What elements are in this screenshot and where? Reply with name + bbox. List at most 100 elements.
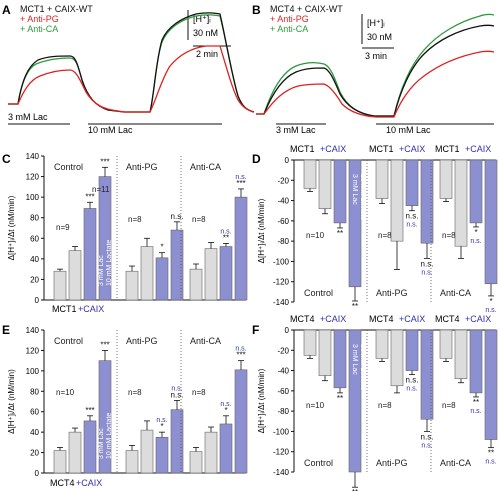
scale-y-label: [H⁺]ᵢ [193,14,211,24]
legend-line-2: + Anti-PG [270,14,309,24]
y-tick-label: 60 [30,408,39,417]
bar [375,329,389,359]
bar [234,369,248,474]
legend-line-2: + Anti-PG [20,14,59,24]
y-axis-label: Δ[H⁺]ᵢ/Δt (nM/min) [257,198,266,263]
significance-mark: *** [100,340,109,349]
group-label: Anti-CA [440,458,471,468]
bar [375,159,389,199]
n-label: n=8 [378,401,392,410]
top-label-caix-2: +CAIX [399,144,425,154]
bar [439,159,453,199]
bar [484,159,498,285]
lac-label-2: 10 mM Lac [88,125,133,135]
lac-label-1: 3 mM Lac [8,112,48,122]
in-bar-label: 3 mM Lac [98,428,105,459]
bar [140,429,154,474]
bar [469,159,483,224]
y-tick-label: -40 [277,367,289,376]
bar [303,159,317,189]
trace-black [256,24,495,117]
group-label: Control [54,336,83,346]
significance-mark-blue: n.s. [235,174,246,181]
bar [303,329,317,356]
top-label-mct-1: MCT1 [290,144,315,154]
significance-mark: ** [473,398,479,407]
panel-e: E 0 20 40 60 80 100 120 140 Δ[H⁺]ᵢ/Δt (nM/min) Co… [2,323,248,488]
significance-mark-blue: n.s. [485,307,496,314]
significance-mark: * [160,422,163,431]
n-label: n=8 [192,388,206,397]
y-tick-label: 80 [30,387,39,396]
bar-chart-c: 0 20 40 60 80 100 120 140 Δ[H⁺]ᵢ/Δt (nM/min) Cont… [7,152,248,305]
x-label-caix: +CAIX [76,478,102,488]
group-label: Anti-CA [190,162,221,172]
bar [68,431,82,474]
panel-b: B MCT4 + CAIX-WT + Anti-PG + Anti-CA [H⁺… [252,3,495,135]
n-label: n=9 [56,223,70,232]
significance-mark-blue: n.s. [470,238,481,245]
y-tick-label: -40 [277,197,289,206]
group-label: Control [304,458,333,468]
y-axis-label: Δ[H⁺]ᵢ/Δt (nM/min) [7,369,16,434]
significance-mark: * [474,228,477,237]
y-axis-label: Δ[H⁺]ᵢ/Δt (nM/min) [7,195,16,260]
significance-mark: ** [337,394,343,403]
panel-letter-a: A [2,3,11,17]
bar [390,329,404,387]
in-bar-label: 10 mM Lactate [359,344,366,390]
bar [125,270,139,301]
bar-chart-f: 0 -20 -40 -60 -80 -100 -120 -140 Δ[H⁺]ᵢ/Δt (nM/m… [257,326,498,491]
significance-mark: ** [352,302,358,311]
panel-letter-f: F [252,323,259,337]
bar-chart-e: 0 20 40 60 80 100 120 140 Δ[H⁺]ᵢ/Δt (nM/min) Cont… [7,326,248,478]
top-label-caix-2: +CAIX [399,314,425,324]
significance-mark: *** [85,406,94,415]
significance-mark-blue: n.s. [220,228,231,235]
y-tick-label: -120 [273,278,290,287]
significance-mark-blue: n.s. [421,442,432,449]
significance-mark-blue: n.s. [171,385,182,392]
in-bar-label: 3 mM Lac [98,255,105,286]
group-label: Anti-PG [376,458,408,468]
group-label: Anti-CA [440,288,471,298]
y-tick-label: 60 [30,234,39,243]
group-label: Anti-CA [190,336,221,346]
bar [83,420,97,474]
panel-letter-e: E [2,323,10,337]
n-label: n=10 [306,401,325,410]
bar [83,208,97,301]
y-tick-label: -20 [277,346,289,355]
bar [454,159,468,247]
group-label: Control [304,288,333,298]
scale-y-label: [H⁺]ᵢ [367,18,385,28]
trace-red [256,50,495,118]
top-label-mct-2: MCT4 [369,314,394,324]
bar [318,159,332,209]
bar [405,159,419,206]
y-tick-label: -20 [277,176,289,185]
in-bar-label: 10 mM Lactate [359,174,366,220]
y-tick-label: 100 [26,193,40,202]
bar [155,257,169,301]
y-axis-label: Δ[H⁺]ᵢ/Δt (nM/min) [257,368,266,433]
significance-mark: n.s. [421,432,434,441]
bar [234,196,248,301]
significance-mark-blue: n.s. [220,401,231,408]
bar-chart-d: 0 -20 -40 -60 -80 -100 -120 -140 Δ[H⁺]ᵢ/Δt (nM/m… [257,156,498,314]
significance-mark-blue: n.s. [470,408,481,415]
panel-c: C 0 20 40 60 80 100 120 140 Δ[H⁺]ᵢ/Δt (nM/min) Co… [2,152,248,314]
significance-mark: *** [236,179,245,188]
n-label: n=11 [92,185,110,194]
y-tick-label: 20 [30,275,39,284]
group-label: Anti-PG [126,162,158,172]
y-tick-label: -120 [273,448,290,457]
panel-f: F 0 -20 -40 -60 -80 -100 -120 -140 Δ[H⁺]ᵢ/Δt (nM… [252,314,498,491]
y-tick-label: 140 [26,326,40,335]
bar [219,423,233,474]
top-label-mct-1: MCT4 [290,314,315,324]
significance-mark: n.s. [406,376,419,385]
y-tick-label: 140 [26,152,40,161]
significance-mark-blue: n.s. [156,417,167,424]
y-tick-label: -80 [277,407,289,416]
